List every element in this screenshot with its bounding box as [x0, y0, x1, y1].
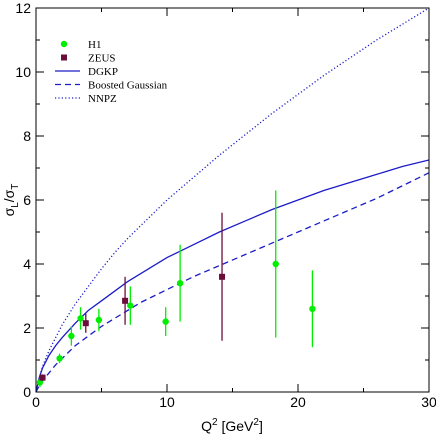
h1-point-2 [68, 326, 75, 346]
x-tick-label: 0 [32, 394, 40, 410]
curve-dgkp [36, 159, 429, 392]
x-tick-label: 30 [421, 394, 436, 410]
y-tick-label: 2 [23, 320, 31, 336]
legend-entry-zeus: ZEUS [61, 53, 116, 65]
y-tick-label: 8 [23, 128, 31, 144]
legend-label: NNPZ [88, 93, 117, 105]
legend-label: Boosted Gaussian [88, 80, 168, 92]
h1-marker [272, 260, 279, 268]
h1-marker [68, 332, 75, 340]
h1-point-3 [77, 307, 84, 330]
legend-entry-dgkp: DGKP [55, 66, 118, 78]
zeus-marker [122, 297, 129, 304]
h1-marker [36, 379, 44, 386]
legend-symbol [61, 54, 67, 61]
h1-point-4 [95, 308, 103, 332]
legend-label: H1 [88, 39, 101, 51]
axes-layer: 0 10 20 30 0 2 4 6 8 10 12 [15, 0, 436, 410]
data-points-layer [36, 190, 316, 388]
h1-marker [309, 305, 316, 312]
y-tick-label: 4 [23, 256, 31, 272]
curves-layer [36, 8, 429, 392]
legend-entry-h1: H1 [60, 39, 101, 51]
zeus-marker [39, 374, 46, 381]
h1-marker [162, 318, 169, 325]
zeus-marker [219, 273, 226, 280]
y-tick-label: 10 [15, 64, 31, 80]
legend-label: ZEUS [88, 53, 116, 65]
h1-marker [127, 302, 134, 309]
zeus-marker [82, 320, 89, 327]
y-axis-title: σL/σT [1, 184, 21, 217]
h1-point-9 [309, 270, 316, 348]
h1-point-7 [176, 244, 184, 322]
legend-symbol [60, 40, 68, 48]
legend-entry-bg: Boosted Gaussian [55, 80, 168, 92]
legend-label: DGKP [88, 66, 118, 78]
zeus-point-2 [122, 276, 129, 325]
h1-point-8 [272, 190, 279, 338]
h1-marker [176, 280, 184, 287]
curve-nnpz [36, 8, 429, 392]
zeus-point-0 [39, 374, 46, 381]
y-tick-label: 6 [23, 192, 31, 208]
legend-entry-nnpz: NNPZ [55, 93, 117, 105]
h1-point-5 [127, 286, 134, 325]
y-tick-label: 0 [23, 384, 31, 400]
h1-point-1 [56, 353, 63, 364]
zeus-point-1 [82, 313, 89, 333]
h1-marker [77, 315, 84, 322]
h1-marker [95, 316, 103, 324]
x-tick-label: 20 [290, 394, 306, 410]
zeus-point-3 [219, 212, 226, 341]
y-tick-label: 12 [15, 0, 31, 16]
x-axis-title: Q2 [GeV2] [201, 417, 263, 434]
h1-marker [56, 355, 63, 362]
curve-bg [36, 172, 429, 392]
x-tick-label: 10 [159, 394, 175, 410]
h1-point-6 [162, 307, 169, 336]
